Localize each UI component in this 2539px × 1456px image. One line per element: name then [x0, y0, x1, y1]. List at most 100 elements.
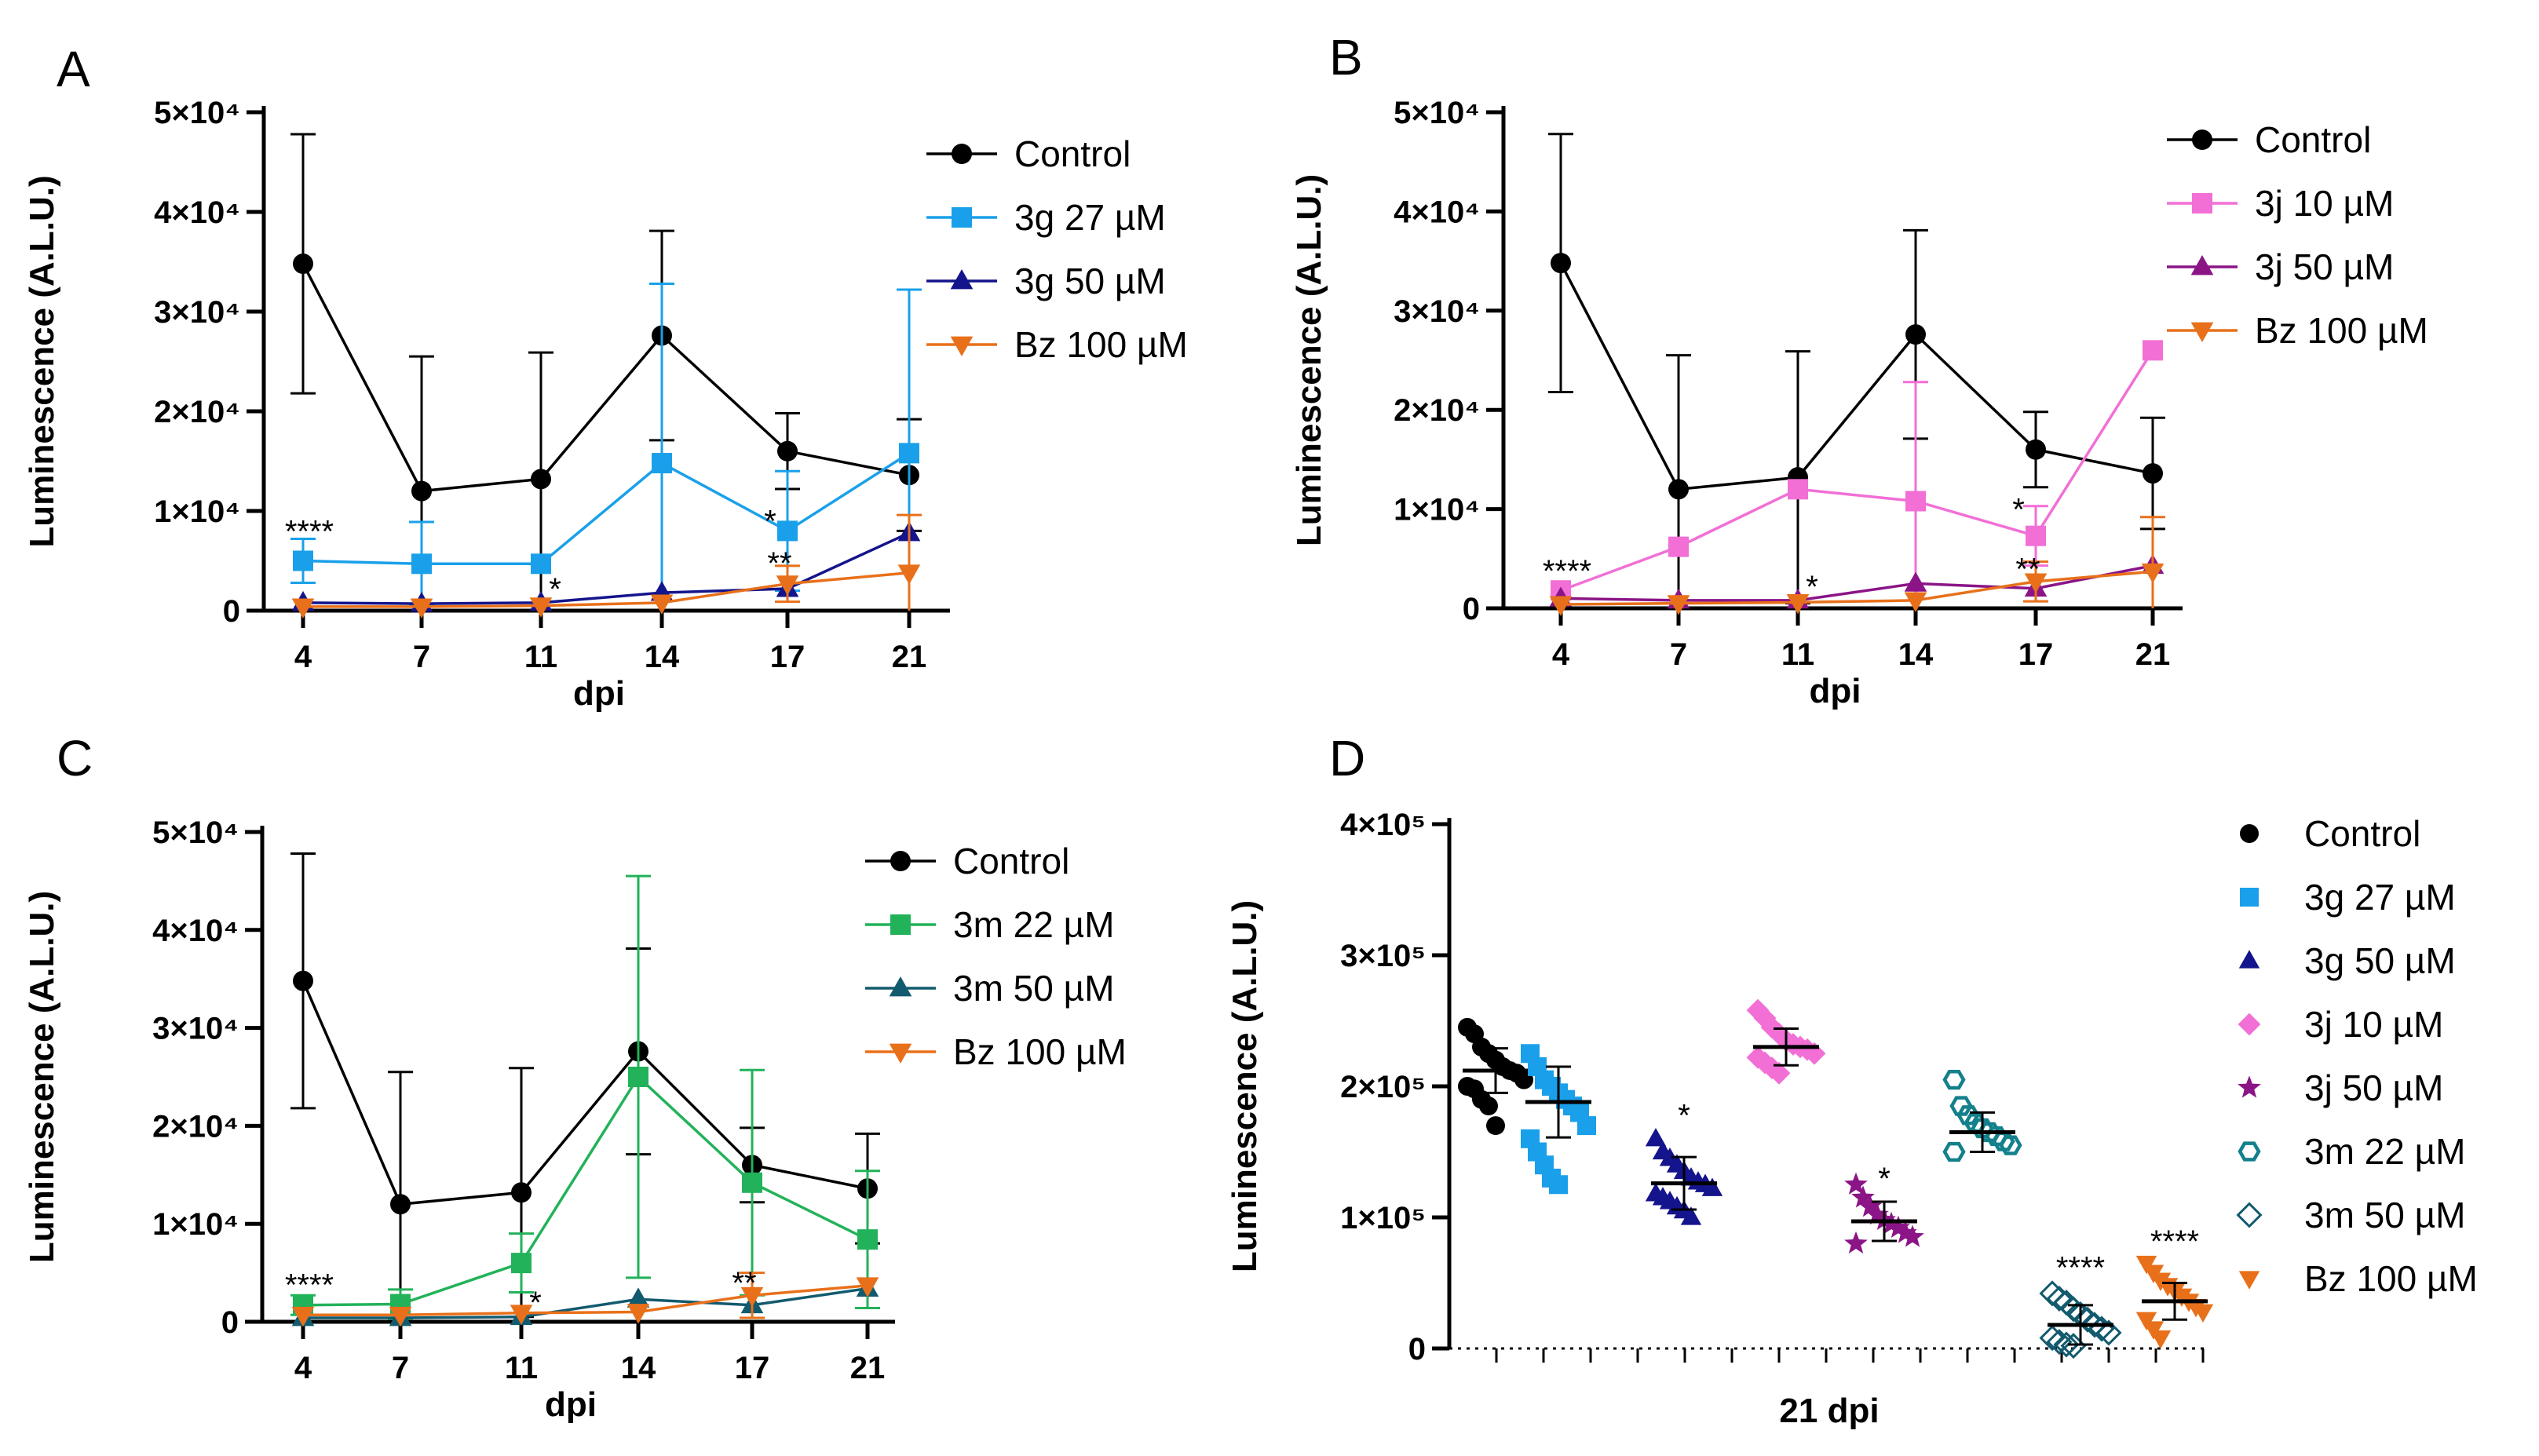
y-tick-label: 0	[1463, 592, 1480, 626]
y-axis-label: Luminescence (A.L.U.)	[1290, 174, 1328, 546]
data-point	[1479, 1097, 1498, 1116]
series-line	[301, 263, 910, 493]
data-point	[1905, 324, 1926, 345]
data-point	[2039, 1280, 2066, 1307]
y-tick-label: 4×10⁴	[152, 914, 239, 948]
y-tick-label: 0	[223, 594, 240, 629]
x-tick-label: 7	[413, 640, 430, 674]
significance-label: **	[732, 1266, 756, 1301]
legend-marker	[889, 976, 912, 997]
legend-label: Control	[1014, 133, 1131, 174]
data-point	[899, 443, 919, 464]
legend-marker	[2192, 193, 2212, 213]
panel-letter-B: B	[1329, 29, 1363, 86]
group-3m 50 µM	[2039, 1280, 2122, 1359]
data-point	[1753, 1051, 1777, 1075]
data-point	[511, 1182, 532, 1203]
data-point	[1901, 1224, 1924, 1247]
data-point	[856, 1277, 879, 1297]
data-point	[1668, 536, 1689, 557]
x-tick-label: 21	[850, 1351, 886, 1385]
significance-label: ****	[285, 1268, 334, 1303]
significance-label: *	[764, 505, 776, 539]
data-point	[1551, 253, 1571, 274]
significance-label: *	[1806, 570, 1818, 604]
legend-label: Bz 100 µM	[953, 1031, 1127, 1072]
significance-label: ****	[2150, 1224, 2199, 1259]
data-point	[1904, 571, 1927, 592]
data-point	[293, 970, 313, 991]
x-tick-label: 17	[735, 1351, 770, 1385]
x-axis-label: dpi	[545, 1385, 597, 1424]
legend-marker	[2190, 255, 2214, 276]
y-axis-label: Luminescence (A.L.U.)	[1226, 900, 1264, 1272]
legend-label: 3m 50 µM	[953, 968, 1114, 1009]
series-line	[302, 531, 910, 605]
data-point	[1887, 1215, 1910, 1238]
panel-letter-A: A	[57, 41, 90, 97]
x-tick-label: 11	[524, 640, 557, 674]
series-line	[303, 1286, 868, 1319]
series-Bz 100 µM	[291, 1272, 879, 1327]
legend-marker	[2238, 950, 2260, 969]
y-tick-label: 1×10⁴	[152, 1207, 239, 1242]
series-3m 22 µM	[290, 874, 880, 1320]
series-Bz 100 µM	[291, 513, 922, 619]
y-tick-label: 3×10⁴	[154, 295, 240, 330]
series-line	[1560, 570, 2154, 606]
x-tick-label: 7	[1670, 637, 1687, 672]
data-point	[531, 469, 551, 490]
data-point	[390, 1194, 411, 1215]
data-point	[1949, 1096, 1973, 1116]
data-point	[2046, 1329, 2073, 1356]
legend-marker	[2192, 130, 2212, 150]
significance-label: **	[2015, 552, 2040, 586]
data-point	[897, 564, 921, 585]
y-tick-label: 3×10⁴	[1394, 294, 1480, 329]
series-line	[303, 1284, 868, 1317]
series-line	[301, 980, 868, 1206]
y-tick-label: 2×10⁴	[152, 1109, 239, 1144]
data-point	[1486, 1116, 1505, 1136]
data-point	[1942, 1070, 1966, 1090]
data-point	[1851, 1185, 1875, 1208]
series-3g 27 µM	[290, 282, 922, 611]
x-tick-label: 11	[1781, 637, 1814, 672]
data-point	[628, 1067, 648, 1087]
data-point	[291, 1306, 315, 1327]
x-tick-label: 4	[294, 1351, 312, 1385]
series-line	[303, 571, 910, 608]
data-point	[529, 597, 553, 618]
legend-label: 3m 22 µM	[953, 904, 1114, 945]
x-axis-label: dpi	[573, 674, 625, 713]
legend-marker	[950, 269, 974, 290]
legend-marker	[950, 336, 974, 356]
data-point	[1549, 1175, 1568, 1195]
data-point	[1667, 595, 1690, 615]
y-tick-label: 2×10⁵	[1340, 1070, 1426, 1104]
y-tick-label: 1×10⁴	[154, 494, 240, 529]
series-Control	[1548, 133, 2165, 608]
panel-A: A 0 1×10⁴ 2×10⁴ 3×10⁴ 4×10⁴ 5×10⁴ 4 7 11 14 17 21 dpi…	[23, 41, 1188, 713]
data-point	[1858, 1195, 1882, 1217]
data-point	[652, 453, 672, 474]
panel-letter-C: C	[57, 730, 93, 786]
legend-marker	[952, 207, 972, 228]
y-tick-label: 5×10⁴	[1394, 96, 1480, 130]
data-point	[2026, 525, 2046, 546]
legend-label: 3g 27 µM	[2304, 877, 2456, 918]
data-point	[2046, 1286, 2073, 1312]
legend-label: Bz 100 µM	[2255, 310, 2428, 351]
data-point	[389, 1306, 412, 1327]
data-point	[1786, 594, 1810, 615]
significance-label: *	[529, 1286, 542, 1320]
series-line	[302, 451, 910, 566]
data-point	[1999, 1135, 2022, 1155]
data-point	[411, 480, 432, 502]
y-tick-label: 3×10⁴	[152, 1012, 239, 1046]
data-point	[1549, 596, 1573, 616]
data-point	[293, 254, 313, 275]
y-tick-label: 5×10⁴	[154, 96, 240, 130]
data-point	[1701, 1177, 1723, 1196]
